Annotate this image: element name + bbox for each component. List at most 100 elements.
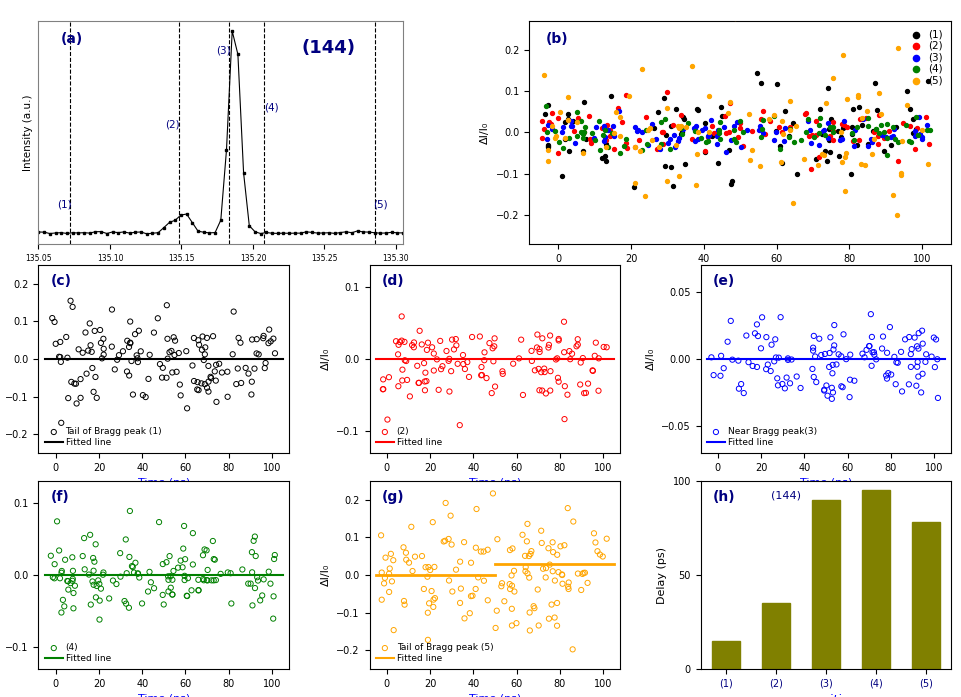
Point (241, 368, 257, 379)
Point (886, 189, 901, 200)
Point (465, 590, 480, 602)
Point (444, 539, 459, 550)
Point (117, 595, 133, 606)
Point (536, 363, 552, 374)
Point (713, 351, 728, 362)
Point (751, 124, 766, 135)
Point (612, 147, 628, 158)
Point (595, 130, 610, 141)
Point (845, 128, 860, 139)
Point (118, 598, 134, 609)
Y-axis label: ΔI/I₀: ΔI/I₀ (480, 121, 490, 144)
Point (160, 300, 175, 311)
Point (67, 580, 83, 591)
Point (781, 130, 797, 141)
Point (207, 366, 222, 377)
Point (894, 167, 909, 178)
Point (178, 553, 193, 565)
Point (443, 366, 458, 377)
Point (808, 116, 824, 127)
Point (515, 390, 530, 401)
Point (879, 150, 895, 161)
Point (461, 372, 477, 383)
Point (606, 131, 622, 142)
Point (775, 126, 790, 137)
Point (909, 112, 924, 123)
Point (858, 113, 874, 124)
Point (894, 346, 909, 358)
Point (701, 130, 716, 141)
Point (786, 136, 801, 147)
Point (420, 634, 435, 645)
Point (244, 334, 259, 345)
Point (689, 148, 704, 160)
Point (836, 120, 851, 131)
Y-axis label: ΔI/I₀: ΔI/I₀ (646, 348, 655, 370)
Point (533, 367, 549, 378)
Point (823, 146, 838, 158)
Point (204, 372, 219, 383)
Point (753, 132, 769, 143)
Point (43, 550, 59, 561)
Point (911, 328, 926, 339)
Point (185, 360, 200, 371)
Point (885, 122, 900, 133)
Point (710, 124, 726, 135)
Point (57, 601, 72, 612)
Point (561, 577, 577, 588)
Point (456, 613, 472, 624)
Point (557, 116, 573, 128)
Point (825, 393, 840, 404)
Point (211, 358, 227, 369)
Point (821, 123, 836, 135)
Point (171, 348, 186, 359)
Point (77, 564, 92, 575)
Point (81, 345, 96, 356)
Point (601, 141, 616, 152)
Point (123, 337, 138, 348)
Point (912, 112, 927, 123)
Point (177, 570, 192, 581)
Point (674, 129, 689, 140)
Point (55, 595, 70, 606)
Point (724, 178, 739, 190)
Point (61, 584, 76, 595)
Point (823, 121, 838, 132)
Point (255, 590, 270, 601)
Point (793, 383, 808, 394)
Point (878, 132, 894, 143)
Point (889, 357, 904, 368)
Point (588, 537, 604, 548)
Point (442, 353, 457, 365)
Point (914, 131, 929, 142)
Point (842, 392, 857, 403)
Point (124, 355, 139, 367)
X-axis label: Time (ps): Time (ps) (469, 694, 521, 697)
Point (588, 337, 604, 348)
Bar (862, 491, 890, 669)
Point (505, 358, 521, 369)
Point (714, 102, 729, 113)
Point (267, 549, 283, 560)
Point (814, 148, 829, 160)
Point (220, 567, 235, 578)
Point (596, 135, 611, 146)
Point (599, 533, 614, 544)
Point (191, 385, 207, 396)
Point (808, 130, 824, 141)
Point (678, 121, 694, 132)
Point (854, 120, 870, 131)
Point (485, 488, 501, 499)
Point (88, 592, 104, 603)
Point (265, 333, 281, 344)
Point (377, 578, 392, 589)
Point (547, 575, 562, 586)
Y-axis label: Delay (ps): Delay (ps) (657, 546, 667, 604)
Point (450, 358, 465, 369)
Point (439, 346, 455, 357)
Point (426, 594, 441, 605)
Point (129, 350, 144, 361)
Point (553, 541, 568, 552)
Point (446, 344, 461, 355)
Point (864, 331, 879, 342)
